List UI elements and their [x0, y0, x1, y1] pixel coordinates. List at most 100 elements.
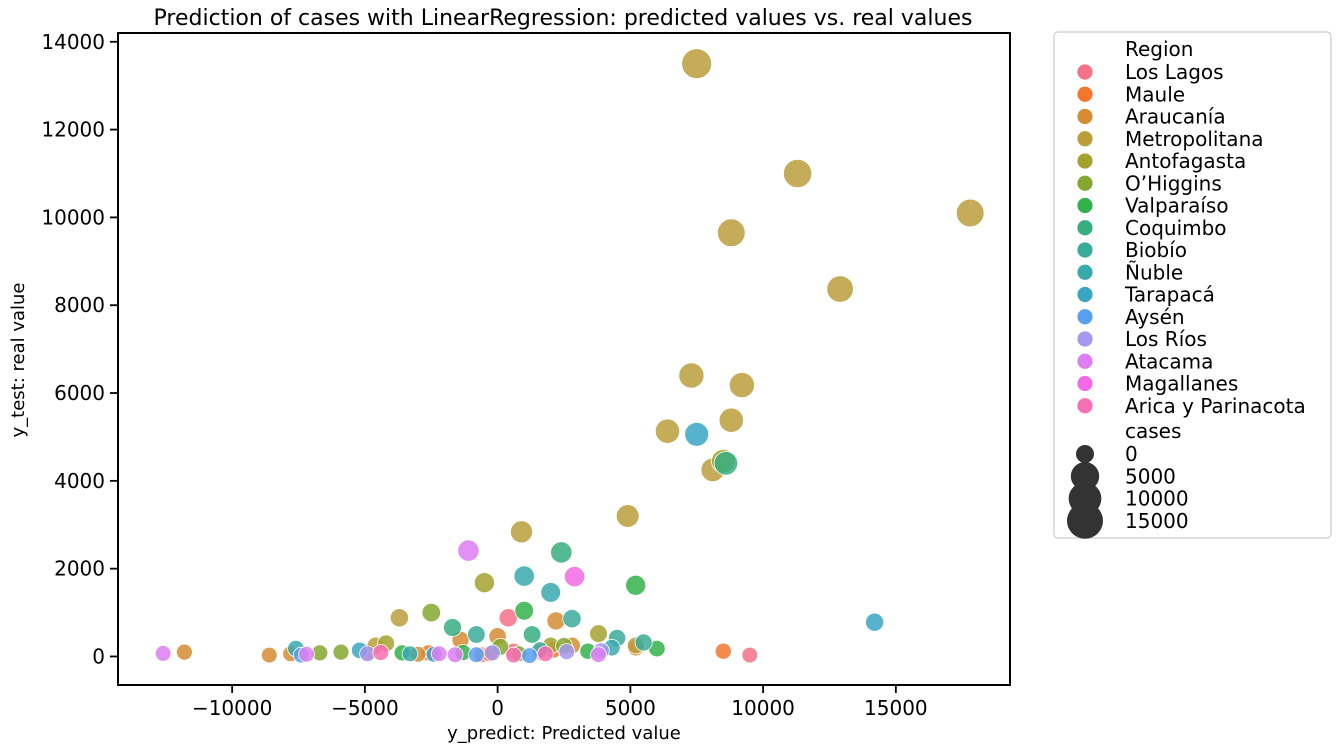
data-point	[684, 421, 710, 447]
legend-marker	[1076, 108, 1094, 125]
data-point	[505, 646, 522, 664]
y-tick-label: 12000	[41, 118, 105, 142]
x-tick-label: 10000	[731, 696, 795, 720]
data-point	[468, 646, 485, 663]
legend-size-label: 5000	[1125, 464, 1176, 488]
legend-size-marker	[1076, 445, 1094, 463]
data-point	[625, 574, 647, 596]
axes: −10000 −5000 0 5000 10000 15000 0 2000 4000 6000 8…	[41, 30, 927, 720]
data-point	[540, 582, 561, 603]
y-tick-label: 4000	[54, 469, 105, 493]
chart-title: Prediction of cases with LinearRegressio…	[154, 6, 973, 31]
data-point	[654, 418, 681, 444]
legend-hue-title: Region	[1125, 37, 1193, 61]
legend-size-label: 0	[1125, 442, 1138, 466]
data-point	[509, 520, 533, 544]
data-point	[522, 625, 542, 644]
x-tick-label: 0	[491, 696, 504, 720]
data-point	[457, 539, 480, 562]
legend-label: Metropolitana	[1125, 127, 1264, 151]
data-point	[678, 362, 705, 389]
legend-label: Atacama	[1125, 349, 1213, 373]
legend-label: Arica y Parinacota	[1125, 394, 1306, 418]
data-point	[563, 565, 586, 588]
y-axis-label: y_test: real value	[8, 282, 29, 437]
legend-marker	[1076, 352, 1094, 370]
legend-label: Tarapacá	[1124, 283, 1215, 307]
legend-size-marker	[1067, 502, 1103, 539]
data-point	[714, 642, 732, 660]
legend-box	[1053, 31, 1332, 539]
data-point	[389, 608, 409, 628]
data-point	[421, 602, 442, 623]
legend: Region Los LagosMauleAraucaníaMetropolit…	[1053, 31, 1332, 539]
x-tick-label: −10000	[192, 696, 272, 720]
legend-label: Aysén	[1125, 305, 1185, 329]
data-point	[401, 645, 419, 663]
data-point	[473, 572, 495, 594]
legend-marker	[1076, 397, 1094, 415]
data-point	[558, 643, 576, 660]
legend-marker	[1076, 63, 1094, 81]
data-point	[175, 643, 193, 661]
data-point	[562, 609, 582, 629]
data-point	[521, 647, 538, 664]
legend-marker	[1076, 308, 1094, 326]
data-point	[713, 451, 739, 476]
legend-marker	[1076, 263, 1094, 281]
x-tick-label: −5000	[331, 696, 399, 720]
legend-label: Biobío	[1125, 238, 1187, 262]
legend-marker	[1076, 330, 1094, 348]
y-tick-label: 2000	[54, 557, 105, 581]
legend-marker	[1076, 375, 1094, 392]
data-point	[537, 645, 554, 663]
legend-label: O’Higgins	[1125, 171, 1222, 195]
legend-marker	[1076, 152, 1094, 170]
legend-label: Magallanes	[1125, 372, 1238, 396]
data-point	[590, 646, 607, 663]
data-point	[550, 541, 573, 564]
legend-label: Maule	[1125, 82, 1185, 106]
data-point	[430, 645, 448, 663]
legend-marker	[1076, 219, 1094, 237]
legend-marker	[1076, 85, 1094, 103]
data-point	[446, 646, 464, 663]
data-point	[546, 611, 566, 631]
plot-area	[117, 32, 1011, 686]
data-points	[154, 48, 985, 664]
data-point	[514, 600, 534, 621]
data-point	[467, 625, 486, 644]
legend-label: Ñuble	[1125, 260, 1183, 284]
y-tick-label: 6000	[54, 381, 105, 405]
data-point	[443, 618, 462, 637]
legend-size-label: 15000	[1125, 509, 1189, 533]
legend-size-marker	[1070, 462, 1100, 491]
data-point	[154, 645, 172, 662]
legend-label: Los Lagos	[1125, 60, 1224, 84]
legend-marker	[1076, 130, 1094, 148]
data-point	[955, 198, 985, 228]
data-point	[865, 612, 885, 632]
legend-label: Los Ríos	[1125, 327, 1207, 351]
data-point	[716, 218, 746, 248]
legend-label: Coquimbo	[1125, 216, 1227, 240]
data-point	[634, 633, 653, 652]
x-axis-label: y_predict: Predicted value	[447, 723, 681, 744]
data-point	[615, 504, 640, 528]
data-point	[741, 646, 759, 664]
data-point	[681, 48, 713, 80]
legend-marker	[1076, 286, 1094, 303]
data-point	[260, 646, 278, 664]
data-point	[332, 643, 350, 661]
data-point	[589, 624, 608, 643]
y-tick-label: 8000	[54, 293, 105, 317]
y-tick-label: 0	[92, 644, 105, 668]
x-tick-label: 5000	[605, 696, 656, 720]
legend-label: Valparaíso	[1125, 194, 1229, 218]
data-point	[372, 644, 390, 661]
data-point	[782, 158, 813, 189]
data-point	[513, 565, 535, 587]
